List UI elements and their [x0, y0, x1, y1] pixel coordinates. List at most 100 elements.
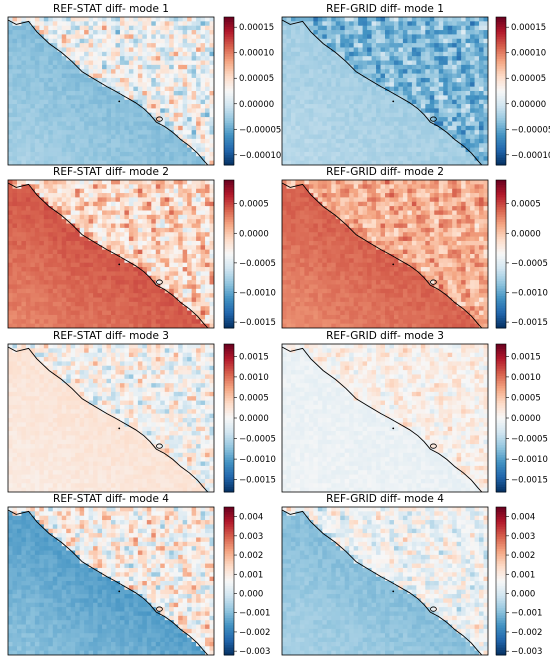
colorbar-tick-label: −0.0005 — [239, 435, 276, 445]
island — [156, 606, 163, 612]
map-frame — [281, 16, 489, 166]
panel-title: REF-GRID diff- mode 2 — [326, 166, 444, 178]
colorbar-tick-label: 0.00015 — [511, 23, 546, 33]
panel-title: REF-STAT diff- mode 2 — [53, 166, 169, 178]
island — [430, 606, 437, 612]
colorbar-tick-label: 0.0000 — [239, 414, 269, 424]
colorbar-tick-label: −0.0010 — [511, 455, 548, 465]
colorbar-tick-label: 0.0010 — [239, 373, 269, 383]
colorbar-tick-label: −0.00010 — [239, 151, 281, 161]
island — [392, 263, 395, 266]
colorbar-tick-label: 0.004 — [511, 513, 535, 523]
colorbar-tick-label: −0.0005 — [239, 259, 276, 269]
colorbar-tick-label: −0.0015 — [511, 476, 548, 486]
panel-title: REF-GRID diff- mode 4 — [326, 493, 444, 505]
colorbar-tick-label: −0.001 — [239, 609, 270, 619]
map-frame — [7, 343, 215, 493]
colorbar-tick-label: −0.0015 — [239, 476, 276, 486]
colorbar-tick-label: −0.0005 — [511, 259, 548, 269]
map-frame — [7, 506, 215, 656]
map-frame — [281, 506, 489, 656]
heatmap-field — [282, 180, 488, 328]
panel-title: REF-STAT diff- mode 1 — [53, 3, 169, 15]
colorbar-tick-label: 0.0015 — [239, 352, 269, 362]
colorbar-tick-label: −0.0015 — [239, 318, 276, 328]
colorbar: 0.004 0.003 0.002 0.001 0.000 −0.001 −0.002 −0.… — [495, 506, 542, 657]
colorbar: 0.0005 0.0000 −0.0005 −0.0010 −0.0015 — [495, 179, 548, 329]
colorbar: 0.0015 0.0010 0.0005 0.0000 −0.0005 −0.0010 −0… — [495, 343, 548, 493]
panel-8: REF-GRID diff- mode 40.0040.0030.0020.00… — [281, 493, 542, 657]
colorbar: 0.0005 0.0000 −0.0005 −0.0010 −0.0015 — [223, 179, 276, 329]
island — [392, 590, 395, 593]
coastline — [8, 509, 209, 655]
colorbar-tick-label: 0.0005 — [511, 200, 541, 210]
colorbar-tick-label: −0.0010 — [239, 288, 276, 298]
heatmap-field — [8, 507, 214, 655]
panel-2: REF-GRID diff- mode 1 0.00015 0.00010 0.000… — [281, 3, 550, 166]
colorbar-tick-label: 0.003 — [511, 532, 535, 542]
colorbar-tick-label: 0.0000 — [511, 229, 541, 239]
map-frame — [281, 343, 489, 493]
colorbar-tick-label: −0.00005 — [511, 125, 550, 135]
island — [430, 443, 437, 449]
island — [118, 590, 121, 593]
colorbar-tick-label: 0.00005 — [511, 74, 546, 84]
heatmap-field — [8, 17, 214, 165]
colorbar-tick-label: 0.000 — [511, 589, 535, 599]
panel-4: REF-GRID diff- mode 2 0.0005 0.0000 −0.0005… — [281, 166, 548, 329]
panel-7: REF-STAT diff- mode 40.0040.0030.0020.00… — [7, 493, 270, 657]
colorbar-tick-label: −0.0005 — [511, 435, 548, 445]
colorbar-tick-label: −0.0010 — [239, 455, 276, 465]
colorbar-tick-label: 0.00000 — [511, 100, 546, 110]
island — [118, 427, 121, 430]
colorbar-tick-label: −0.001 — [511, 609, 542, 619]
colorbar-tick-label: 0.000 — [239, 589, 263, 599]
island — [430, 116, 437, 122]
colorbar-tick-label: 0.001 — [239, 570, 263, 580]
heatmap-field — [8, 180, 214, 328]
colorbar-tick-label: 0.0000 — [511, 414, 541, 424]
heatmap-field — [282, 17, 488, 165]
coastline — [282, 509, 483, 655]
colorbar-tick-label: −0.00010 — [511, 151, 550, 161]
colorbar-tick-label: 0.0000 — [239, 229, 269, 239]
coastline — [282, 346, 483, 492]
panel-6: REF-GRID diff- mode 30.00150.00100.00050… — [281, 330, 548, 493]
island — [156, 443, 163, 449]
island — [392, 100, 395, 103]
colorbar-tick-label: 0.0005 — [239, 393, 269, 403]
colorbar-tick-label: 0.00000 — [239, 100, 274, 110]
colorbar-tick-label: 0.004 — [239, 513, 263, 523]
colorbar-tick-label: 0.00005 — [239, 74, 274, 84]
colorbar-tick-label: 0.0005 — [511, 393, 541, 403]
coastline — [8, 182, 209, 328]
heatmap-field — [8, 344, 214, 492]
colorbar-tick-label: 0.00015 — [239, 23, 274, 33]
island — [392, 427, 395, 430]
coastline — [8, 346, 209, 492]
colorbar: 0.004 0.003 0.002 0.001 0.000 −0.001 −0.002 −0.… — [223, 506, 270, 657]
panel-title: REF-STAT diff- mode 4 — [53, 493, 169, 505]
panel-title: REF-GRID diff- mode 3 — [326, 330, 444, 342]
colorbar: 0.00015 0.00010 0.00005 0.00000 −0.00005 −0.0… — [223, 16, 281, 166]
map-frame — [7, 16, 215, 166]
island — [156, 116, 163, 122]
colorbar-tick-label: 0.00010 — [511, 49, 546, 59]
coastline — [8, 19, 209, 165]
colorbar-tick-label: −0.00005 — [239, 125, 281, 135]
island — [156, 279, 163, 285]
colorbar-tick-label: 0.0010 — [511, 373, 541, 383]
colorbar-tick-label: −0.002 — [511, 628, 542, 638]
colorbar-tick-label: 0.0015 — [511, 352, 541, 362]
panel-5: REF-STAT diff- mode 3 0.0015 0.0010 0.0005 0… — [7, 330, 276, 493]
colorbar-tick-label: 0.00010 — [239, 49, 274, 59]
panel-title: REF-STAT diff- mode 3 — [53, 330, 169, 342]
colorbar-tick-label: −0.0010 — [511, 288, 548, 298]
island — [118, 263, 121, 266]
colorbar-tick-label: 0.002 — [239, 551, 263, 561]
colorbar-tick-label: 0.001 — [511, 570, 535, 580]
heatmap-field — [282, 344, 488, 492]
panel-title: REF-GRID diff- mode 1 — [326, 3, 444, 15]
island — [430, 279, 437, 285]
panel-3: REF-STAT diff- mode 2 0.0005 0.0000 −0.0005… — [7, 166, 276, 329]
